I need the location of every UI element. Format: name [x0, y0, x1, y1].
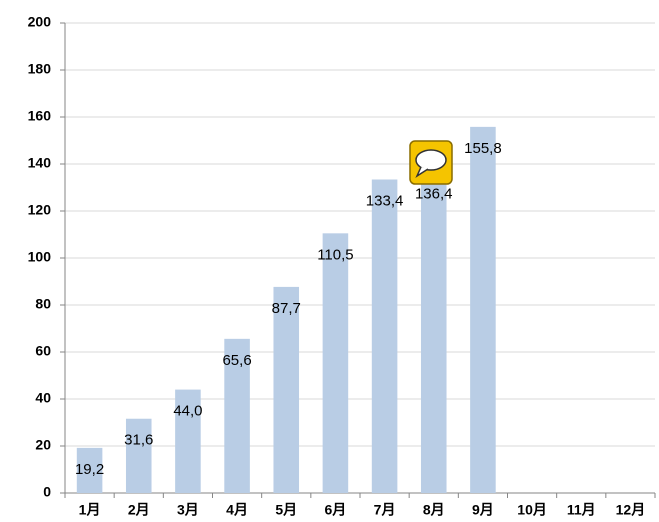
y-tick-label: 100	[28, 249, 52, 265]
x-tick-label: 12月	[616, 502, 646, 518]
bar	[175, 389, 201, 493]
y-tick-label: 140	[28, 155, 52, 171]
x-tick-label: 9月	[472, 502, 494, 518]
y-tick-label: 20	[35, 437, 51, 453]
x-tick-label: 2月	[128, 502, 150, 518]
data-label: 44,0	[173, 403, 202, 420]
y-tick-label: 120	[28, 202, 52, 218]
x-tick-label: 3月	[177, 502, 199, 518]
bar	[224, 338, 250, 493]
data-label: 65,6	[222, 352, 251, 369]
bar	[371, 179, 398, 493]
x-tick-label: 6月	[325, 502, 347, 518]
y-tick-label: 0	[43, 484, 51, 500]
y-tick-label: 180	[28, 61, 52, 77]
bar	[470, 126, 496, 494]
data-label: 87,7	[272, 300, 301, 317]
y-tick-label: 60	[35, 343, 51, 359]
x-tick-label: 4月	[226, 502, 248, 518]
x-tick-label: 10月	[517, 502, 547, 518]
y-tick-label: 160	[28, 108, 52, 124]
data-label: 19,2	[75, 461, 104, 478]
x-tick-label: 8月	[423, 502, 445, 518]
x-tick-label: 11月	[567, 502, 596, 518]
x-tick-label: 5月	[275, 502, 297, 518]
bar	[322, 233, 349, 493]
data-label: 133,4	[366, 192, 404, 209]
y-tick-label: 200	[28, 14, 52, 30]
bar	[125, 418, 152, 493]
bar	[420, 172, 447, 493]
bar	[273, 286, 300, 493]
y-tick-label: 40	[35, 390, 51, 406]
data-label: 155,8	[464, 140, 502, 157]
x-tick-label: 1月	[79, 502, 101, 518]
data-label: 136,4	[415, 185, 453, 202]
data-label: 31,6	[124, 432, 153, 449]
y-tick-label: 80	[35, 296, 51, 312]
data-label: 110,5	[317, 246, 353, 263]
x-tick-label: 7月	[374, 502, 396, 518]
comment-icon	[409, 140, 453, 185]
bar	[76, 447, 103, 493]
